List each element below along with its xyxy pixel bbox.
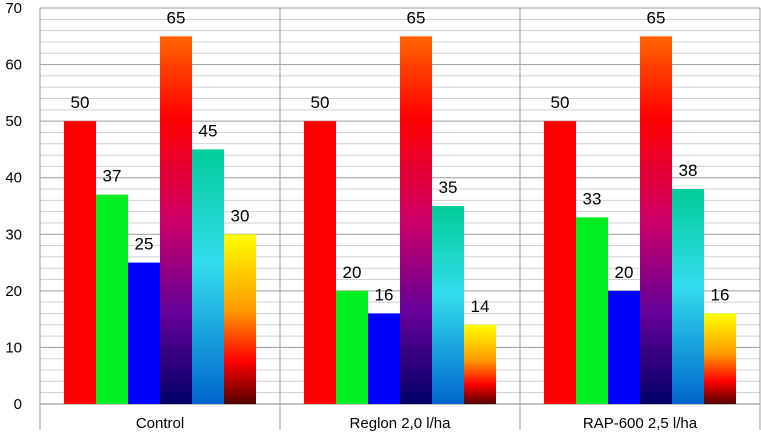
bar-data-label: 38 [679,161,698,180]
bar [192,149,224,404]
y-tick-label: 70 [5,0,22,17]
bar [224,234,256,404]
bar-data-label: 50 [71,93,90,112]
y-tick-label: 10 [5,339,22,356]
bar [160,36,192,405]
bar-data-label: 33 [583,189,602,208]
bar-data-label: 65 [167,8,186,27]
bars [64,36,736,405]
y-tick-label: 40 [5,170,22,187]
bar-data-label: 25 [135,235,154,254]
bar-data-label: 20 [343,263,362,282]
bar-data-label: 30 [231,206,250,225]
bar [336,290,368,404]
x-category-label: Reglon 2,0 l/ha [350,415,452,432]
y-tick-label: 20 [5,283,22,300]
bar [640,36,672,405]
bar [400,36,432,405]
y-tick-label: 0 [14,396,22,413]
bar-data-label: 50 [311,93,330,112]
bar [544,121,576,405]
bar-data-label: 65 [647,8,666,27]
bar [96,194,128,404]
bar-data-label: 16 [711,285,730,304]
bar-data-label: 37 [103,167,122,186]
x-category-label: Control [136,415,184,432]
x-category-label: RAP-600 2,5 l/ha [583,415,698,432]
bar [64,121,96,405]
bar [368,313,400,404]
data-labels: 50 50 50 37 20 33 25 16 20 65 65 65 45 35 38 30 14 16 [71,8,730,316]
bar [304,121,336,405]
bar [128,262,160,404]
y-tick-label: 60 [5,57,22,74]
bar [704,313,736,404]
bar [608,290,640,404]
bar-data-label: 50 [551,93,570,112]
bar [464,324,496,404]
bar [672,189,704,404]
y-tick-label: 50 [5,113,22,130]
bar [576,217,608,404]
bar-data-label: 20 [615,263,634,282]
bar-data-label: 16 [375,285,394,304]
bar-data-label: 35 [439,178,458,197]
bar-data-label: 45 [199,121,218,140]
bar-data-label: 14 [471,297,490,316]
y-tick-label: 30 [5,226,22,243]
bar [432,206,464,404]
bar-data-label: 65 [407,8,426,27]
